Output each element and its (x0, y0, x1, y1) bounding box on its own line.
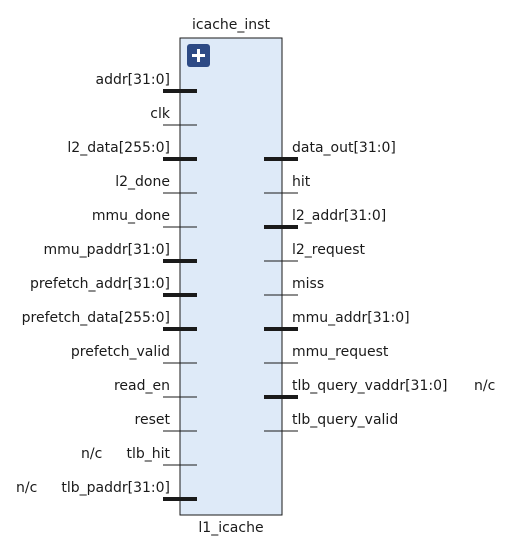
output-port-label-tlb-query-valid: tlb_query_valid (292, 412, 398, 428)
output-port-label-tlb-query-vaddr: tlb_query_vaddr[31:0] (292, 378, 447, 394)
input-port-label-mmu-paddr: mmu_paddr[31:0] (43, 242, 170, 258)
input-port-label-addr: addr[31:0] (96, 72, 170, 88)
input-port-label-reset: reset (135, 412, 171, 428)
input-port-label-l2-data: l2_data[255:0] (67, 140, 170, 156)
input-port-label-tlb-paddr: tlb_paddr[31:0] (61, 480, 170, 496)
output-port-label-l2-request: l2_request (292, 242, 366, 258)
output-port-label-mmu-request: mmu_request (292, 344, 389, 360)
input-port-label-read-en: read_en (114, 378, 170, 394)
input-port-label-prefetch-addr: prefetch_addr[31:0] (30, 276, 170, 292)
output-port-note-tlb-query-vaddr: n/c (474, 378, 495, 394)
output-port-label-mmu-addr: mmu_addr[31:0] (292, 310, 410, 326)
instance-name: icache_inst (192, 17, 270, 33)
input-port-label-clk: clk (150, 106, 171, 122)
output-port-label-data-out: data_out[31:0] (292, 140, 396, 156)
output-port-label-hit: hit (292, 174, 311, 190)
output-port-label-l2-addr: l2_addr[31:0] (292, 208, 386, 224)
output-port-label-miss: miss (292, 276, 324, 292)
input-port-label-prefetch-data: prefetch_data[255:0] (22, 310, 170, 326)
ports-group: addr[31:0] clk l2_data[255:0] l2_done mmu_do… (16, 72, 495, 501)
block-body[interactable] (179, 37, 283, 516)
plus-icon[interactable] (187, 44, 210, 67)
input-port-note-tlb-paddr: n/c (16, 480, 37, 496)
input-port-label-prefetch-valid: prefetch_valid (71, 344, 170, 360)
input-port-label-tlb-hit: tlb_hit (126, 446, 170, 462)
module-name: l1_icache (198, 520, 263, 536)
input-port-note-tlb-hit: n/c (81, 446, 102, 462)
input-port-label-mmu-done: mmu_done (92, 208, 170, 224)
input-port-label-l2-done: l2_done (115, 174, 170, 190)
